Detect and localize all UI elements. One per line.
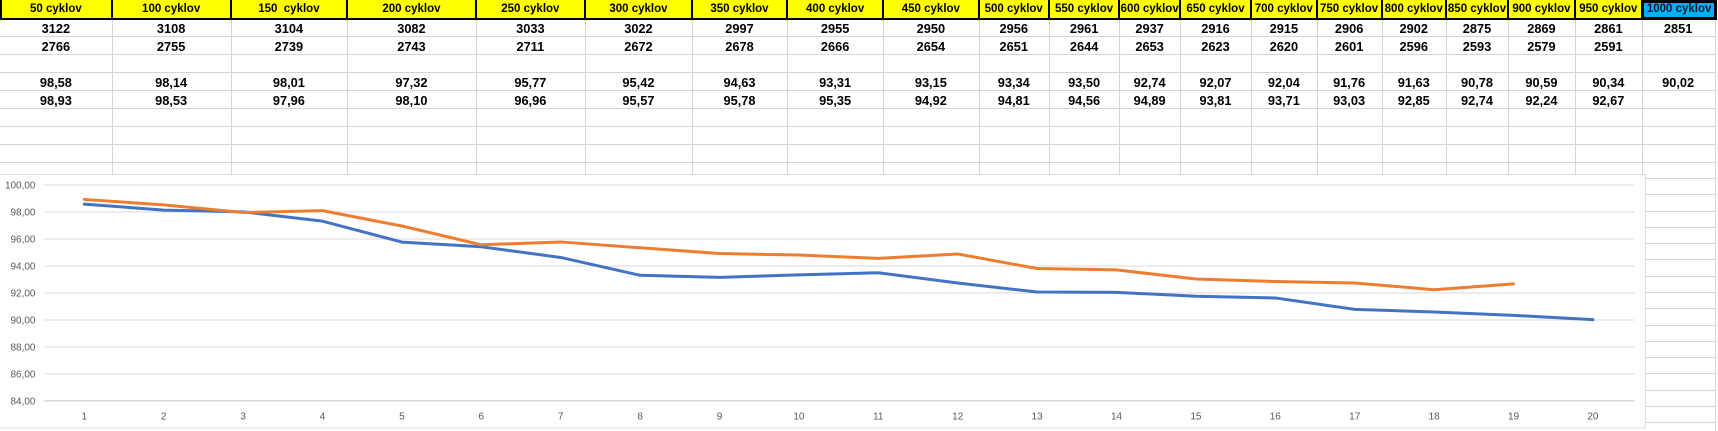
svg-text:5: 5: [399, 412, 405, 423]
svg-text:18: 18: [1429, 412, 1441, 423]
svg-text:13: 13: [1032, 412, 1044, 423]
svg-text:10: 10: [793, 412, 805, 423]
svg-text:11: 11: [873, 412, 884, 423]
svg-text:84,00: 84,00: [10, 397, 35, 408]
svg-text:96,00: 96,00: [10, 235, 35, 246]
svg-text:14: 14: [1111, 412, 1123, 423]
svg-text:17: 17: [1349, 412, 1361, 423]
svg-text:100,00: 100,00: [5, 181, 36, 192]
svg-text:8: 8: [637, 412, 643, 423]
svg-text:3: 3: [240, 412, 246, 423]
svg-text:6: 6: [479, 412, 485, 423]
svg-text:86,00: 86,00: [10, 370, 35, 381]
svg-text:98,00: 98,00: [10, 208, 35, 219]
svg-text:92,00: 92,00: [10, 289, 35, 300]
svg-text:7: 7: [558, 412, 564, 423]
svg-text:4: 4: [320, 412, 326, 423]
svg-text:19: 19: [1508, 412, 1520, 423]
svg-text:88,00: 88,00: [10, 343, 35, 354]
svg-text:90,00: 90,00: [10, 316, 35, 327]
svg-text:2: 2: [161, 412, 167, 423]
svg-text:9: 9: [717, 412, 723, 423]
svg-text:16: 16: [1270, 412, 1282, 423]
svg-text:12: 12: [952, 412, 964, 423]
svg-text:15: 15: [1190, 412, 1202, 423]
svg-text:94,00: 94,00: [10, 262, 35, 273]
svg-text:1: 1: [82, 412, 88, 423]
svg-text:20: 20: [1587, 412, 1599, 423]
